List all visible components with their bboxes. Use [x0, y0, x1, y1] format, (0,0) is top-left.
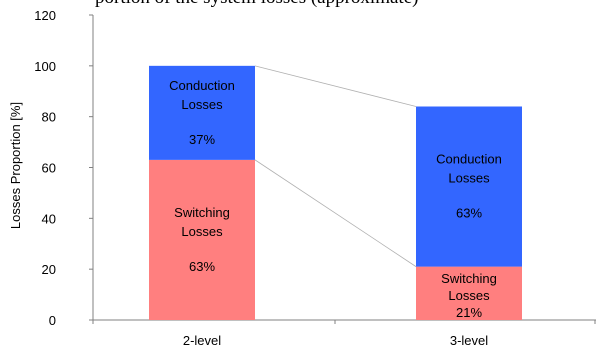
- caption-fragment: portion of the system losses (approximat…: [95, 0, 596, 9]
- y-tick-label: 120: [34, 8, 56, 23]
- bar-segment-switching: [416, 266, 522, 320]
- y-tick-label: 100: [34, 59, 56, 74]
- bar-data-label: Losses: [448, 171, 490, 186]
- y-tick-label: 40: [42, 211, 56, 226]
- bar-data-label: 63%: [189, 259, 215, 274]
- bar-data-label: Losses: [181, 224, 223, 239]
- y-tick-label: 20: [42, 262, 56, 277]
- bar-data-label: 21%: [456, 305, 482, 320]
- series-connector-line: [254, 159, 417, 267]
- y-tick-label: 0: [49, 313, 56, 328]
- bar-data-label: Switching: [174, 205, 230, 220]
- bar-data-label: Losses: [448, 288, 490, 303]
- y-axis-label: Losses Proportion [%]: [8, 102, 23, 229]
- bar-data-label: Conduction: [436, 152, 502, 167]
- bar-segment-conduction: [416, 106, 522, 267]
- x-tick-label: 3-level: [450, 333, 488, 348]
- bar-data-label: 37%: [189, 132, 215, 147]
- bar-data-label: Switching: [441, 271, 497, 286]
- bar-segment-conduction: [149, 65, 255, 160]
- bar-data-label: 63%: [456, 206, 482, 221]
- bar-segment-switching: [149, 159, 255, 320]
- y-tick-label: 80: [42, 110, 56, 125]
- bar-data-label: Losses: [181, 97, 223, 112]
- x-tick-label: 2-level: [183, 333, 221, 348]
- series-connector-line: [254, 65, 417, 107]
- bar-data-label: Conduction: [169, 78, 235, 93]
- y-tick-label: 60: [42, 161, 56, 176]
